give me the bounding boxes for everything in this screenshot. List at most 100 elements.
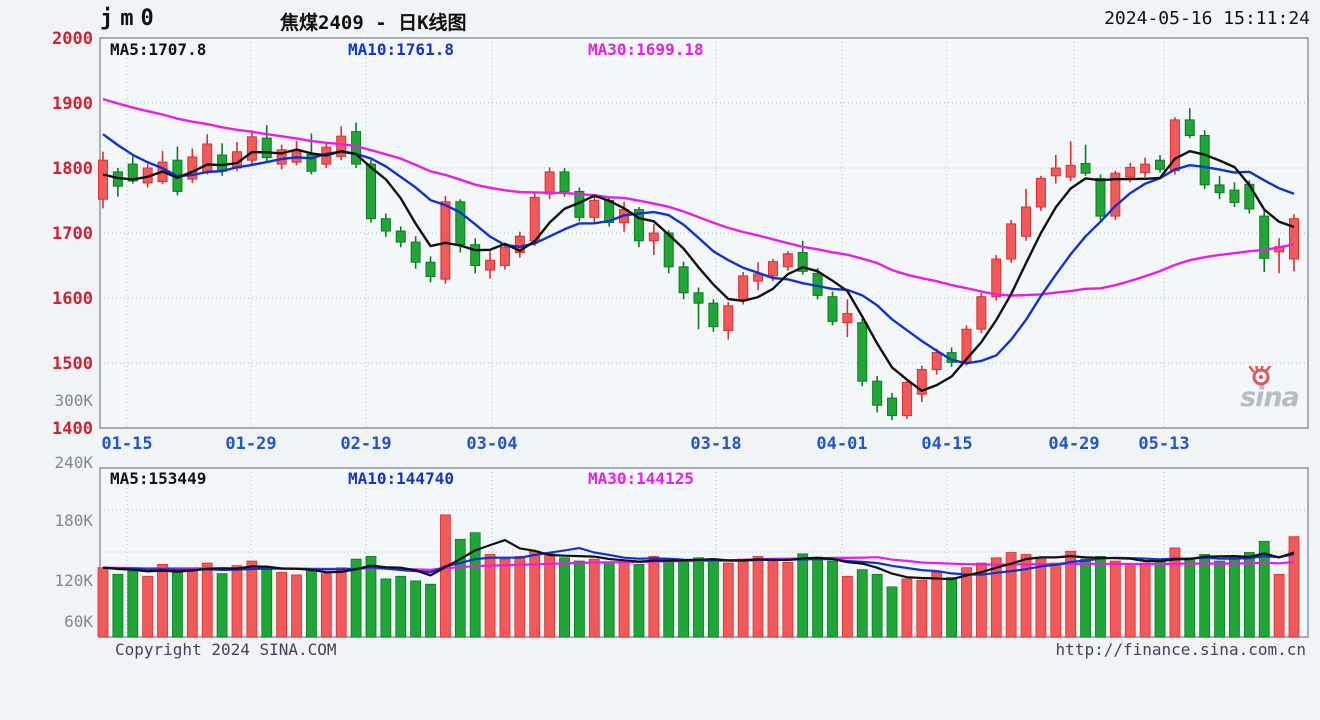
candle xyxy=(708,302,719,328)
price-axis-label: 1700 xyxy=(52,224,93,244)
candle xyxy=(842,313,853,324)
volume-bar xyxy=(380,578,392,638)
volume-bar xyxy=(276,571,288,638)
candle xyxy=(1095,177,1106,217)
candle xyxy=(470,244,481,266)
volume-bar xyxy=(1154,558,1166,638)
price-ma10-line xyxy=(102,133,1295,365)
price-axis-label: 1900 xyxy=(52,94,93,114)
price-ma5-line xyxy=(102,148,1295,392)
volume-bar xyxy=(201,562,213,638)
volume-bar xyxy=(648,556,660,638)
volume-ma10-label: MA10:144740 xyxy=(348,469,454,488)
volume-bar xyxy=(469,532,481,638)
candle xyxy=(1229,189,1240,203)
volume-bar xyxy=(186,567,198,638)
volume-bar xyxy=(1258,540,1270,638)
volume-bar xyxy=(737,558,749,638)
candle xyxy=(1080,162,1091,174)
volume-bar xyxy=(395,575,407,638)
volume-bar xyxy=(410,580,422,638)
price-axis-label: 1600 xyxy=(52,289,93,309)
candle xyxy=(678,266,689,294)
sina-logo: sina xyxy=(1240,366,1310,420)
volume-bar xyxy=(1050,562,1062,638)
candle xyxy=(1035,177,1046,208)
candle xyxy=(425,261,436,278)
volume-bar xyxy=(1139,562,1151,638)
volume-bar xyxy=(707,560,719,638)
candle xyxy=(1289,218,1299,260)
volume-bar xyxy=(1184,558,1196,638)
date-axis-label: 03-18 xyxy=(690,434,741,454)
candle xyxy=(797,252,808,272)
volume-bar xyxy=(335,567,347,638)
candle xyxy=(976,296,987,330)
volume-axis-label: 240K xyxy=(54,453,93,472)
volume-bar xyxy=(1035,558,1047,638)
candle xyxy=(1259,215,1270,259)
candle xyxy=(365,163,376,220)
volume-bar xyxy=(1080,558,1091,638)
volume-ma30-label: MA30:144125 xyxy=(588,469,694,488)
volume-bar xyxy=(1229,557,1240,638)
volume-bar xyxy=(946,577,957,638)
volume-bar xyxy=(1273,573,1285,638)
volume-bar xyxy=(990,557,1002,638)
candle xyxy=(246,136,257,161)
candle xyxy=(1110,172,1121,217)
price-ma10-label: MA10:1761.8 xyxy=(348,40,454,59)
candle xyxy=(127,163,138,182)
volume-bar xyxy=(767,559,779,638)
candle xyxy=(336,135,347,157)
volume-bar xyxy=(931,571,943,638)
candle xyxy=(380,218,391,232)
volume-bar xyxy=(216,573,228,638)
candle xyxy=(1050,167,1061,177)
price-ma5-label: MA5:1707.8 xyxy=(110,40,207,59)
volume-bar xyxy=(454,538,466,638)
candle xyxy=(187,156,198,180)
price-axis-label: 1800 xyxy=(52,159,93,179)
volume-bar xyxy=(484,554,496,638)
candle xyxy=(485,259,496,271)
volume-bar xyxy=(812,556,823,638)
candle xyxy=(633,209,644,242)
volume-bar xyxy=(618,560,630,638)
candle xyxy=(261,137,272,159)
candle xyxy=(1199,135,1210,186)
candle xyxy=(887,397,898,417)
candle xyxy=(1140,163,1151,174)
volume-ma5-label: MA5:153449 xyxy=(110,469,207,488)
volume-bar xyxy=(574,560,585,638)
volume-bar xyxy=(261,569,273,638)
volume-bar xyxy=(663,558,675,638)
candle xyxy=(931,352,942,371)
volume-bar xyxy=(127,570,139,638)
candle xyxy=(98,159,108,200)
date-axis-label: 04-15 xyxy=(921,434,972,454)
candle xyxy=(872,380,883,406)
volume-axis-label: 120K xyxy=(54,571,93,590)
volume-bar xyxy=(559,557,570,638)
candle xyxy=(991,258,1002,298)
volume-bar xyxy=(1109,560,1121,638)
volume-axis-label: 60K xyxy=(64,612,93,631)
volume-bar xyxy=(350,558,362,638)
volume-bar xyxy=(514,556,526,638)
volume-bar xyxy=(425,583,436,638)
chart-title: 焦煤2409 - 日K线图 xyxy=(280,12,467,34)
date-axis-label: 02-19 xyxy=(340,434,391,454)
volume-bar xyxy=(157,564,168,638)
candle xyxy=(1021,206,1032,237)
volume-bar xyxy=(306,570,317,638)
volume-bar xyxy=(782,562,794,638)
sina-logo-text: sina xyxy=(1240,382,1300,413)
volume-bar xyxy=(365,556,377,638)
symbol-code: jm0 xyxy=(100,6,161,31)
candle xyxy=(827,296,838,322)
candle xyxy=(544,171,555,195)
volume-bar xyxy=(320,573,332,638)
candle xyxy=(1065,164,1076,178)
volume-bar xyxy=(1124,565,1136,638)
